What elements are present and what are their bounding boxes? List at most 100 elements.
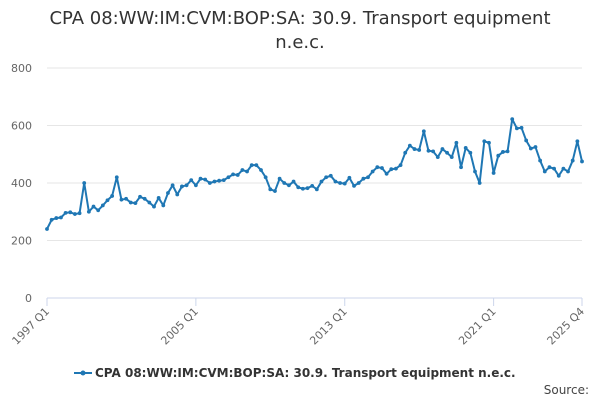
data-point[interactable] bbox=[203, 177, 208, 182]
data-point[interactable] bbox=[189, 178, 194, 183]
data-point[interactable] bbox=[338, 181, 342, 185]
data-point[interactable] bbox=[375, 165, 380, 170]
data-point[interactable] bbox=[282, 181, 287, 185]
data-point[interactable] bbox=[421, 129, 426, 134]
data-point[interactable] bbox=[105, 198, 110, 203]
data-point[interactable] bbox=[566, 169, 570, 174]
data-point[interactable] bbox=[226, 175, 231, 180]
data-point[interactable] bbox=[170, 183, 175, 188]
data-point[interactable] bbox=[180, 184, 184, 189]
data-point[interactable] bbox=[552, 166, 556, 171]
data-point[interactable] bbox=[575, 139, 580, 144]
data-point[interactable] bbox=[356, 181, 361, 185]
data-point[interactable] bbox=[207, 181, 212, 185]
data-point[interactable] bbox=[133, 201, 138, 206]
data-point[interactable] bbox=[259, 168, 263, 172]
data-point[interactable] bbox=[249, 163, 254, 168]
data-point[interactable] bbox=[193, 183, 198, 188]
data-point[interactable] bbox=[147, 200, 152, 205]
data-point[interactable] bbox=[463, 146, 468, 150]
data-point[interactable] bbox=[468, 150, 473, 155]
data-point[interactable] bbox=[454, 140, 459, 145]
data-point[interactable] bbox=[398, 163, 403, 168]
data-point[interactable] bbox=[240, 168, 245, 172]
data-point[interactable] bbox=[128, 200, 133, 205]
data-point[interactable] bbox=[459, 165, 463, 170]
data-point[interactable] bbox=[319, 179, 324, 184]
data-point[interactable] bbox=[142, 196, 147, 201]
data-point[interactable] bbox=[505, 149, 510, 154]
data-point[interactable] bbox=[287, 183, 291, 188]
data-point[interactable] bbox=[277, 176, 282, 181]
data-point[interactable] bbox=[114, 175, 119, 180]
data-point[interactable] bbox=[212, 179, 217, 184]
data-point[interactable] bbox=[519, 125, 524, 130]
data-point[interactable] bbox=[580, 159, 584, 164]
data-point[interactable] bbox=[221, 178, 226, 183]
data-point[interactable] bbox=[496, 153, 501, 158]
data-point[interactable] bbox=[100, 203, 105, 208]
data-point[interactable] bbox=[342, 181, 347, 186]
data-point[interactable] bbox=[314, 187, 319, 192]
data-point[interactable] bbox=[384, 171, 389, 176]
data-point[interactable] bbox=[268, 187, 273, 192]
data-point[interactable] bbox=[175, 192, 180, 197]
data-point[interactable] bbox=[156, 196, 161, 200]
data-point[interactable] bbox=[110, 194, 115, 198]
data-point[interactable] bbox=[161, 203, 166, 208]
data-point[interactable] bbox=[54, 216, 59, 220]
data-point[interactable] bbox=[407, 143, 412, 148]
data-point[interactable] bbox=[370, 169, 375, 174]
data-point[interactable] bbox=[231, 172, 235, 177]
data-point[interactable] bbox=[291, 179, 296, 184]
data-point[interactable] bbox=[86, 209, 91, 214]
data-point[interactable] bbox=[482, 139, 487, 144]
data-point[interactable] bbox=[77, 211, 82, 216]
data-point[interactable] bbox=[487, 140, 491, 145]
data-point[interactable] bbox=[184, 183, 189, 188]
data-point[interactable] bbox=[524, 138, 529, 143]
data-point[interactable] bbox=[501, 150, 505, 154]
data-point[interactable] bbox=[235, 173, 240, 177]
data-point[interactable] bbox=[333, 179, 338, 184]
data-point[interactable] bbox=[542, 169, 547, 174]
data-point[interactable] bbox=[217, 178, 222, 183]
data-point[interactable] bbox=[245, 169, 249, 174]
data-point[interactable] bbox=[403, 150, 408, 155]
data-point[interactable] bbox=[300, 186, 305, 191]
data-point[interactable] bbox=[556, 173, 561, 178]
data-point[interactable] bbox=[166, 191, 170, 195]
data-point[interactable] bbox=[138, 194, 142, 199]
data-point[interactable] bbox=[352, 183, 356, 188]
data-point[interactable] bbox=[561, 166, 566, 171]
data-point[interactable] bbox=[49, 217, 54, 222]
data-point[interactable] bbox=[431, 149, 436, 154]
data-point[interactable] bbox=[263, 175, 268, 180]
data-point[interactable] bbox=[440, 147, 445, 151]
data-point[interactable] bbox=[449, 155, 454, 160]
data-point[interactable] bbox=[510, 117, 515, 122]
data-point[interactable] bbox=[426, 148, 431, 153]
data-point[interactable] bbox=[82, 181, 87, 185]
data-point[interactable] bbox=[198, 176, 203, 181]
data-point[interactable] bbox=[152, 204, 156, 209]
data-point[interactable] bbox=[347, 175, 352, 180]
data-point[interactable] bbox=[528, 146, 533, 151]
data-point[interactable] bbox=[328, 173, 333, 178]
legend[interactable]: CPA 08:WW:IM:CVM:BOP:SA: 30.9. Transport… bbox=[74, 366, 516, 380]
data-point[interactable] bbox=[361, 176, 366, 181]
data-point[interactable] bbox=[310, 183, 315, 188]
data-point[interactable] bbox=[445, 150, 449, 155]
data-point[interactable] bbox=[59, 215, 63, 220]
data-point[interactable] bbox=[394, 166, 398, 171]
data-point[interactable] bbox=[73, 212, 77, 216]
data-point[interactable] bbox=[96, 208, 101, 213]
data-point[interactable] bbox=[547, 165, 552, 170]
data-point[interactable] bbox=[366, 175, 370, 180]
data-point[interactable] bbox=[324, 175, 329, 180]
data-point[interactable] bbox=[63, 211, 68, 215]
data-point[interactable] bbox=[119, 197, 124, 202]
data-point[interactable] bbox=[254, 163, 259, 168]
data-point[interactable] bbox=[91, 204, 96, 209]
data-point[interactable] bbox=[435, 155, 440, 160]
